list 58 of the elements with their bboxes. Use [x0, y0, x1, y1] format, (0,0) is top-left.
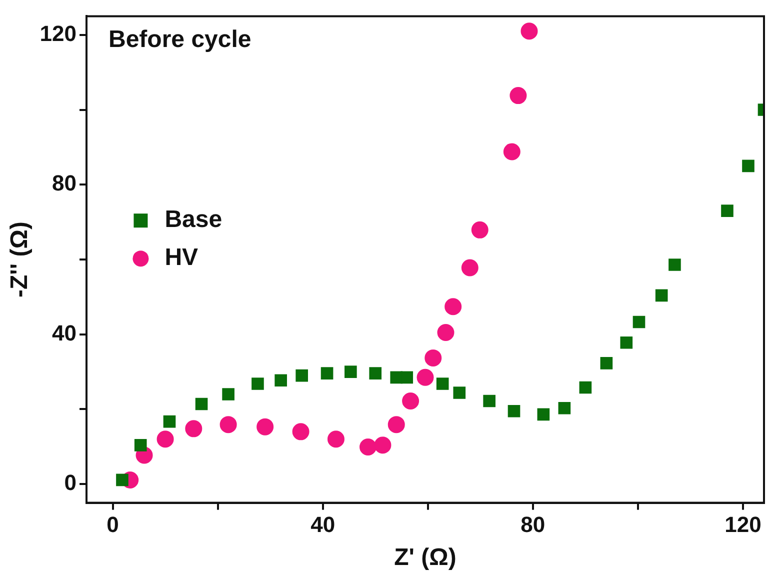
point: [195, 398, 208, 410]
point: [369, 367, 382, 380]
legend-label: Base: [164, 206, 222, 234]
x-tick-label: 80: [520, 512, 546, 538]
point: [558, 402, 571, 414]
point: [721, 204, 734, 217]
point: [222, 388, 234, 400]
point: [296, 369, 308, 382]
point: [185, 420, 202, 438]
point: [402, 392, 420, 410]
point: [655, 289, 668, 302]
point: [134, 439, 147, 452]
point: [163, 415, 176, 428]
point: [344, 366, 357, 378]
point: [632, 316, 646, 328]
legend-label: HV: [164, 244, 198, 272]
point: [537, 408, 550, 421]
point: [444, 298, 462, 316]
y-tick-label: 120: [40, 20, 77, 46]
point: [436, 378, 449, 390]
point: [742, 160, 754, 172]
point: [220, 416, 237, 434]
point: [252, 378, 264, 390]
point: [388, 416, 405, 434]
point: [437, 324, 454, 341]
y-tick-label: 80: [52, 170, 77, 196]
point: [292, 423, 310, 440]
y-tick-label: 40: [52, 320, 77, 346]
point: [453, 386, 466, 399]
point: [256, 418, 274, 436]
x-axis-title: Z' (Ω): [394, 544, 456, 572]
x-tick-label: 0: [106, 512, 119, 538]
point: [668, 258, 681, 271]
point: [116, 474, 128, 486]
point: [374, 436, 392, 454]
y-axis-title: -Z'' (Ω): [6, 222, 34, 298]
x-tick-label: 40: [310, 512, 336, 538]
point: [320, 367, 334, 380]
point: [461, 259, 478, 276]
x-tick-label: 120: [724, 512, 762, 538]
y-tick-label: 0: [64, 470, 77, 496]
point: [483, 394, 496, 408]
point: [508, 404, 520, 418]
point: [579, 381, 592, 394]
point: [360, 438, 377, 456]
point: [520, 22, 538, 40]
point: [503, 143, 520, 160]
point: [156, 430, 174, 448]
point: [416, 368, 434, 386]
point: [471, 221, 488, 238]
point: [600, 357, 613, 370]
point: [400, 371, 414, 384]
point: [510, 87, 527, 104]
point: [327, 430, 344, 448]
point: [274, 374, 287, 387]
point: [424, 349, 442, 366]
point: [620, 336, 633, 349]
annotation: Before cycle: [108, 26, 252, 53]
